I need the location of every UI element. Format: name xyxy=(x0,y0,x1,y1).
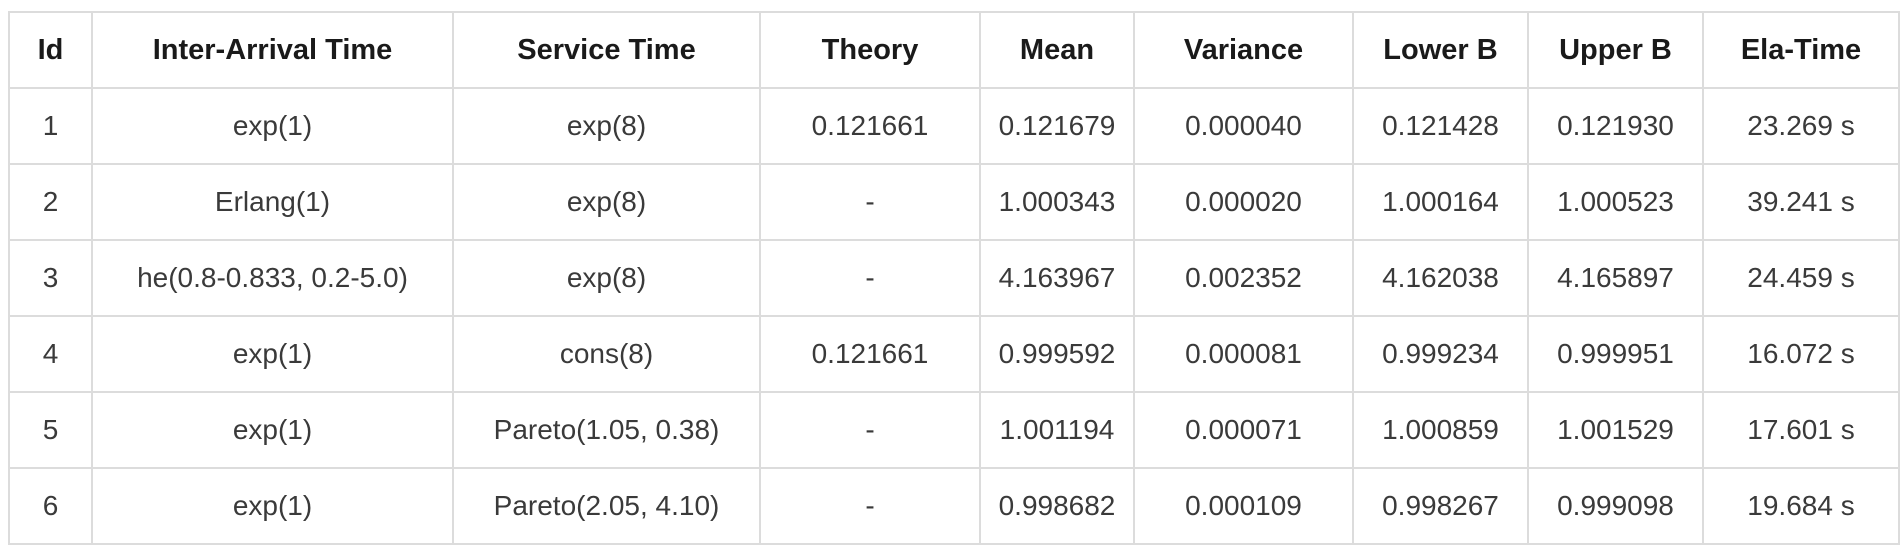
cell-inter-arrival-time: exp(1) xyxy=(91,467,454,545)
cell-upper-b: 0.121930 xyxy=(1527,87,1704,165)
column-header-mean: Mean xyxy=(979,11,1135,89)
column-header-theory: Theory xyxy=(759,11,981,89)
cell-lower-b: 1.000859 xyxy=(1352,391,1529,469)
cell-id: 4 xyxy=(8,315,93,393)
cell-inter-arrival-time: exp(1) xyxy=(91,391,454,469)
cell-theory: 0.121661 xyxy=(759,315,981,393)
cell-service-time: Pareto(2.05, 4.10) xyxy=(452,467,761,545)
cell-theory: - xyxy=(759,239,981,317)
column-header-lower-b: Lower B xyxy=(1352,11,1529,89)
cell-lower-b: 4.162038 xyxy=(1352,239,1529,317)
cell-service-time: exp(8) xyxy=(452,163,761,241)
column-header-service-time: Service Time xyxy=(452,11,761,89)
cell-id: 1 xyxy=(8,87,93,165)
table-row: 5 exp(1) Pareto(1.05, 0.38) - 1.001194 0… xyxy=(8,391,1900,469)
cell-service-time: exp(8) xyxy=(452,87,761,165)
cell-id: 5 xyxy=(8,391,93,469)
cell-lower-b: 0.999234 xyxy=(1352,315,1529,393)
header-row: Id Inter-Arrival Time Service Time Theor… xyxy=(8,11,1900,89)
cell-inter-arrival-time: exp(1) xyxy=(91,87,454,165)
cell-theory: - xyxy=(759,163,981,241)
cell-upper-b: 1.001529 xyxy=(1527,391,1704,469)
results-table: Id Inter-Arrival Time Service Time Theor… xyxy=(8,11,1900,545)
cell-variance: 0.002352 xyxy=(1133,239,1354,317)
cell-id: 2 xyxy=(8,163,93,241)
cell-mean: 0.999592 xyxy=(979,315,1135,393)
cell-upper-b: 0.999098 xyxy=(1527,467,1704,545)
cell-lower-b: 0.998267 xyxy=(1352,467,1529,545)
cell-inter-arrival-time: exp(1) xyxy=(91,315,454,393)
cell-ela-time: 16.072 s xyxy=(1702,315,1900,393)
cell-service-time: cons(8) xyxy=(452,315,761,393)
cell-ela-time: 17.601 s xyxy=(1702,391,1900,469)
cell-upper-b: 0.999951 xyxy=(1527,315,1704,393)
results-table-container: Id Inter-Arrival Time Service Time Theor… xyxy=(8,11,1900,545)
cell-id: 6 xyxy=(8,467,93,545)
cell-upper-b: 4.165897 xyxy=(1527,239,1704,317)
table-row: 2 Erlang(1) exp(8) - 1.000343 0.000020 1… xyxy=(8,163,1900,241)
cell-inter-arrival-time: Erlang(1) xyxy=(91,163,454,241)
table-row: 6 exp(1) Pareto(2.05, 4.10) - 0.998682 0… xyxy=(8,467,1900,545)
cell-mean: 1.000343 xyxy=(979,163,1135,241)
cell-mean: 1.001194 xyxy=(979,391,1135,469)
cell-mean: 4.163967 xyxy=(979,239,1135,317)
column-header-variance: Variance xyxy=(1133,11,1354,89)
cell-mean: 0.121679 xyxy=(979,87,1135,165)
column-header-id: Id xyxy=(8,11,93,89)
cell-lower-b: 1.000164 xyxy=(1352,163,1529,241)
cell-service-time: exp(8) xyxy=(452,239,761,317)
cell-variance: 0.000040 xyxy=(1133,87,1354,165)
cell-theory: - xyxy=(759,467,981,545)
cell-theory: 0.121661 xyxy=(759,87,981,165)
cell-id: 3 xyxy=(8,239,93,317)
table-row: 4 exp(1) cons(8) 0.121661 0.999592 0.000… xyxy=(8,315,1900,393)
cell-service-time: Pareto(1.05, 0.38) xyxy=(452,391,761,469)
cell-lower-b: 0.121428 xyxy=(1352,87,1529,165)
column-header-ela-time: Ela-Time xyxy=(1702,11,1900,89)
cell-ela-time: 39.241 s xyxy=(1702,163,1900,241)
cell-mean: 0.998682 xyxy=(979,467,1135,545)
cell-variance: 0.000081 xyxy=(1133,315,1354,393)
cell-upper-b: 1.000523 xyxy=(1527,163,1704,241)
cell-variance: 0.000109 xyxy=(1133,467,1354,545)
cell-variance: 0.000071 xyxy=(1133,391,1354,469)
cell-ela-time: 23.269 s xyxy=(1702,87,1900,165)
cell-ela-time: 24.459 s xyxy=(1702,239,1900,317)
table-row: 1 exp(1) exp(8) 0.121661 0.121679 0.0000… xyxy=(8,87,1900,165)
cell-variance: 0.000020 xyxy=(1133,163,1354,241)
cell-inter-arrival-time: he(0.8-0.833, 0.2-5.0) xyxy=(91,239,454,317)
table-row: 3 he(0.8-0.833, 0.2-5.0) exp(8) - 4.1639… xyxy=(8,239,1900,317)
cell-theory: - xyxy=(759,391,981,469)
cell-ela-time: 19.684 s xyxy=(1702,467,1900,545)
column-header-inter-arrival-time: Inter-Arrival Time xyxy=(91,11,454,89)
column-header-upper-b: Upper B xyxy=(1527,11,1704,89)
